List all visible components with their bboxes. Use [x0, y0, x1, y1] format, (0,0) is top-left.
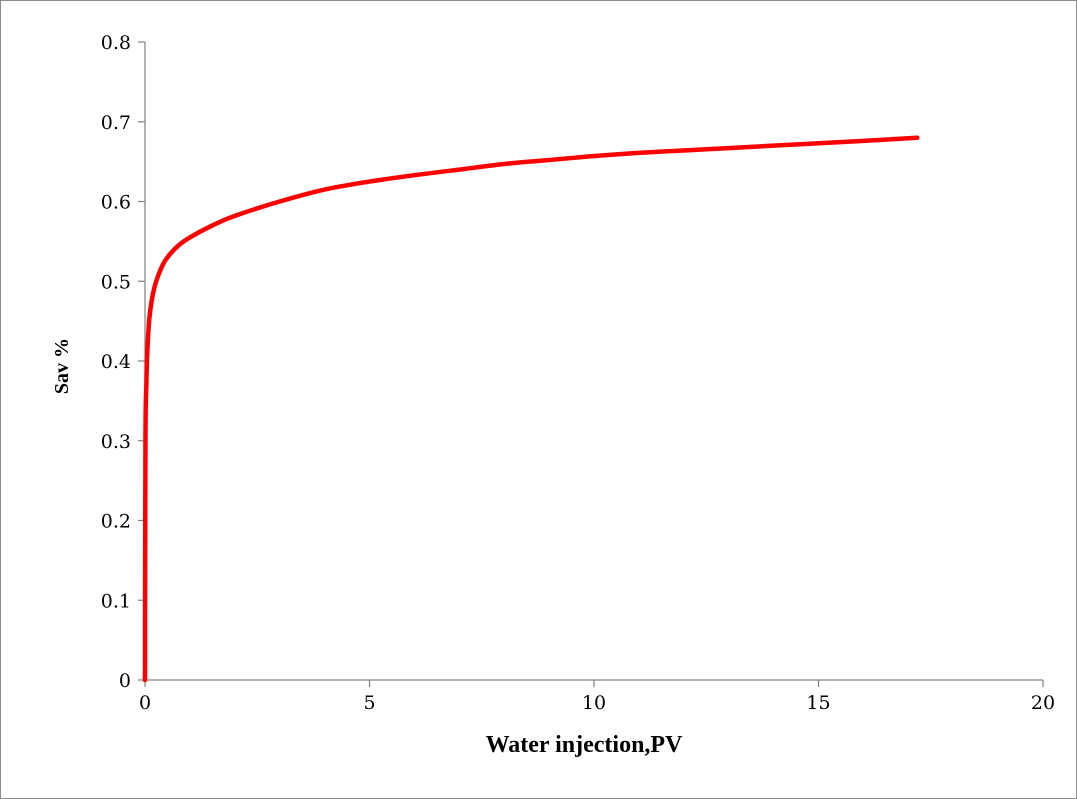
y-tick-label: 0.5 [101, 271, 131, 293]
y-tick-label: 0.7 [101, 112, 131, 134]
y-axis-title: Sav % [51, 338, 73, 394]
y-tick-label: 0.8 [101, 32, 131, 54]
y-tick-label: 0.6 [101, 192, 131, 214]
y-tick-label: 0 [119, 670, 131, 692]
series-line-0 [142, 135, 920, 683]
series-group [142, 135, 920, 683]
y-tick-label: 0.3 [101, 431, 131, 453]
y-tick-label: 0.4 [101, 351, 131, 373]
y-tick-label: 0.1 [101, 590, 131, 612]
x-tick-label: 15 [806, 692, 830, 714]
x-tick-label: 10 [582, 692, 606, 714]
y-axis-ticks: 0 0.1 0.2 0.3 0.4 0.5 0.6 0.7 0.8 [101, 32, 145, 692]
x-axis-ticks: 0 5 10 15 20 [139, 680, 1055, 714]
x-axis-title: Water injection,PV [486, 732, 684, 758]
y-tick-label: 0.2 [101, 511, 131, 533]
x-tick-label: 5 [363, 692, 375, 714]
x-tick-label: 0 [139, 692, 151, 714]
x-tick-label: 20 [1031, 692, 1055, 714]
